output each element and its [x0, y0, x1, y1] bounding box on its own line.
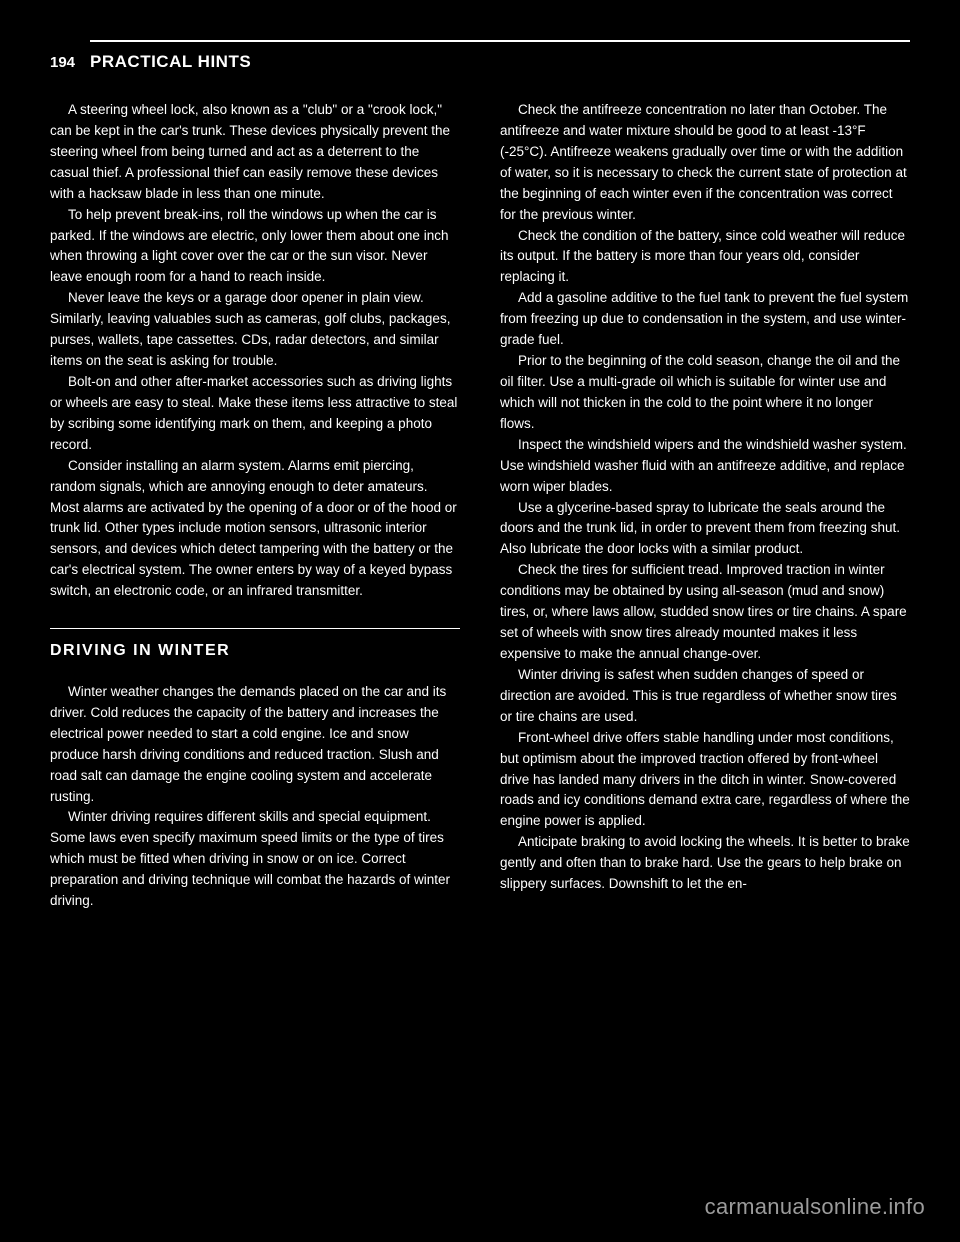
- body-paragraph: Add a gasoline additive to the fuel tank…: [500, 288, 910, 351]
- body-paragraph: Check the condition of the battery, sinc…: [500, 226, 910, 289]
- body-paragraph: Winter driving is safest when sudden cha…: [500, 665, 910, 728]
- body-paragraph: Winter weather changes the demands place…: [50, 682, 460, 808]
- subsection-title: DRIVING IN WINTER: [50, 639, 460, 664]
- body-paragraph: Check the antifreeze concentration no la…: [500, 100, 910, 226]
- body-paragraph: Never leave the keys or a garage door op…: [50, 288, 460, 372]
- body-paragraph: A steering wheel lock, also known as a "…: [50, 100, 460, 205]
- body-paragraph: Check the tires for sufficient tread. Im…: [500, 560, 910, 665]
- header-title-section: PRACTICAL HINTS: [90, 40, 910, 72]
- body-paragraph: Anticipate braking to avoid locking the …: [500, 832, 910, 895]
- page-number: 194: [50, 49, 75, 71]
- body-paragraph: Consider installing an alarm system. Ala…: [50, 456, 460, 602]
- header-rule: [90, 40, 910, 42]
- body-paragraph: Winter driving requires different skills…: [50, 807, 460, 912]
- body-paragraph: Front-wheel drive offers stable handling…: [500, 728, 910, 833]
- section-title: PRACTICAL HINTS: [90, 52, 910, 72]
- body-paragraph: To help prevent break-ins, roll the wind…: [50, 205, 460, 289]
- body-paragraph: Bolt-on and other after-market accessori…: [50, 372, 460, 456]
- right-column: Check the antifreeze concentration no la…: [500, 100, 910, 912]
- page-container: 194 PRACTICAL HINTS A steering wheel loc…: [0, 0, 960, 1242]
- body-paragraph: Prior to the beginning of the cold seaso…: [500, 351, 910, 435]
- page-header: 194 PRACTICAL HINTS: [50, 40, 910, 72]
- body-paragraph: Inspect the windshield wipers and the wi…: [500, 435, 910, 498]
- columns-container: A steering wheel lock, also known as a "…: [50, 100, 910, 912]
- watermark-text: carmanualsonline.info: [705, 1194, 925, 1220]
- body-paragraph: Use a glycerine-based spray to lubricate…: [500, 498, 910, 561]
- subsection-divider: [50, 628, 460, 629]
- left-column: A steering wheel lock, also known as a "…: [50, 100, 460, 912]
